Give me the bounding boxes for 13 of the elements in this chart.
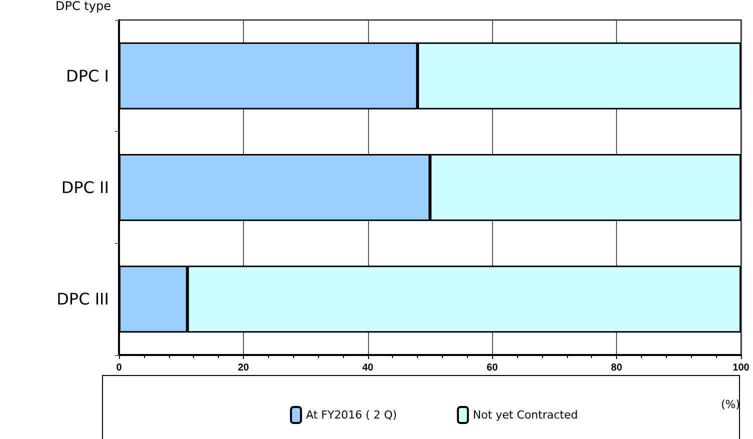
y-axis-title: DPC type (56, 0, 111, 13)
x-tick-label: 80 (611, 362, 623, 374)
legend-label: At FY2016 ( 2 Q) (306, 408, 397, 422)
y-tick-label: DPC I (66, 66, 109, 86)
x-axis-title: (%) (721, 398, 740, 411)
x-tick-label: 0 (116, 362, 122, 374)
legend-label: Not yet Contracted (472, 408, 578, 422)
x-tick-label: 20 (238, 362, 250, 374)
x-tick-label: 60 (486, 362, 498, 374)
x-tick-label: 40 (362, 362, 374, 374)
y-tick-label: DPC III (56, 290, 109, 309)
y-tick-label: DPC II (61, 178, 109, 197)
x-tick-label: 100 (732, 362, 750, 374)
